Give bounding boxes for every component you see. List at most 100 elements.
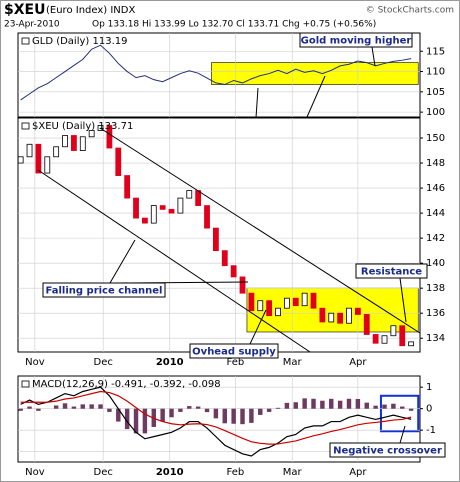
candle — [177, 197, 184, 214]
candle — [266, 300, 273, 317]
histogram-bar — [258, 408, 263, 415]
y-tick-label: 134 — [426, 333, 445, 344]
y-tick-label: 110 — [426, 67, 445, 78]
candle — [372, 334, 379, 344]
symbol: $XEU — [4, 2, 45, 18]
histogram-bar — [187, 406, 192, 409]
panel-title: MACD(12,26,9) -0.491, -0.392, -0.098 — [32, 379, 221, 390]
x-tick-label: Mar — [283, 357, 303, 368]
annotation: Ovhead supply — [192, 347, 276, 358]
annotation-box — [299, 32, 413, 48]
x-tick-label: Dec — [94, 467, 113, 478]
histogram-bar — [142, 408, 148, 434]
histogram-bar — [329, 398, 334, 409]
histogram-bar — [311, 398, 316, 409]
histogram-bar — [293, 402, 298, 409]
date: 23-Apr-2010 — [4, 20, 60, 30]
candle — [142, 217, 148, 224]
x-tick-label: Nov — [25, 357, 45, 368]
histogram-bar — [364, 402, 369, 409]
histogram-bar — [400, 406, 405, 409]
annotation-arrow — [371, 46, 376, 67]
candle — [26, 143, 33, 158]
candle — [328, 312, 335, 323]
candle — [35, 143, 42, 174]
histogram-bar — [80, 404, 85, 409]
candle — [221, 250, 228, 267]
candle — [239, 276, 246, 294]
candle — [354, 307, 361, 315]
legend-swatch — [21, 37, 30, 45]
macd-line — [20, 390, 412, 445]
channel-line — [99, 127, 421, 334]
channel-line — [37, 169, 311, 353]
y-tick-label: 140 — [426, 258, 445, 269]
panel-title: GLD (Daily) 113.19 — [32, 36, 127, 47]
histogram-bar — [382, 404, 387, 409]
candle — [71, 135, 77, 151]
candle — [115, 147, 122, 176]
legend-swatch — [21, 380, 30, 388]
source: © StockCharts.com — [366, 6, 454, 16]
histogram-bar — [124, 408, 130, 430]
histogram-bar — [391, 403, 396, 409]
x-tick-label: Dec — [94, 357, 113, 368]
y-tick-label: 100 — [426, 107, 445, 118]
histogram-bar — [116, 408, 121, 422]
annotation-box — [355, 263, 428, 279]
candle — [301, 292, 308, 307]
histogram-bar — [266, 408, 272, 412]
candle — [399, 325, 406, 347]
histogram-bar — [89, 404, 94, 409]
histogram-bar — [337, 400, 343, 409]
y-tick-label: 115 — [426, 46, 445, 57]
x-tick-label: 2010 — [156, 357, 184, 368]
histogram-bar — [169, 408, 174, 418]
y-tick-label: 105 — [426, 87, 445, 98]
candle — [230, 265, 237, 278]
candle — [319, 307, 326, 323]
annotation: Gold moving higher — [301, 36, 412, 47]
histogram-bar — [373, 405, 378, 409]
annotation-arrow — [399, 425, 406, 444]
histogram-bar — [133, 408, 139, 434]
candle — [212, 227, 219, 252]
histogram-bar — [195, 406, 201, 409]
histogram-bar — [107, 408, 112, 412]
histogram-bar — [27, 406, 32, 409]
candle — [408, 341, 415, 347]
candle — [106, 125, 113, 149]
panel-title: $XEU (Daily) 133.71 — [32, 121, 133, 132]
annotation-arrow — [249, 309, 267, 345]
candle — [310, 292, 317, 309]
annotation: Falling price channel — [46, 286, 163, 297]
annotation-box — [189, 343, 279, 359]
x-tick-label: Apr — [349, 467, 367, 478]
candle — [337, 312, 344, 324]
annotation-box — [42, 282, 166, 298]
histogram-bar — [408, 408, 414, 411]
candle — [159, 205, 166, 210]
x-tick-label: 2010 — [156, 467, 184, 478]
x-tick-label: Mar — [283, 467, 303, 478]
x-tick-label: Feb — [227, 467, 245, 478]
candle — [88, 130, 95, 138]
x-tick-label: Nov — [25, 467, 45, 478]
candle — [248, 292, 255, 312]
histogram-bar — [320, 400, 325, 409]
candle — [186, 190, 193, 199]
y-tick-label: 146 — [426, 183, 445, 194]
candle — [53, 146, 60, 158]
y-tick-label: 150 — [426, 133, 445, 144]
y-tick-label: -1 — [426, 425, 436, 436]
histogram-bar — [53, 405, 59, 409]
annotation: Resistance — [361, 267, 422, 278]
histogram-bar — [355, 399, 361, 409]
candle — [79, 136, 86, 151]
y-tick-label: 142 — [426, 233, 445, 244]
candle — [363, 314, 370, 335]
candle — [204, 205, 210, 229]
x-tick-label: Apr — [349, 357, 367, 368]
y-tick-label: 1 — [426, 382, 432, 393]
histogram-bar — [18, 408, 23, 411]
